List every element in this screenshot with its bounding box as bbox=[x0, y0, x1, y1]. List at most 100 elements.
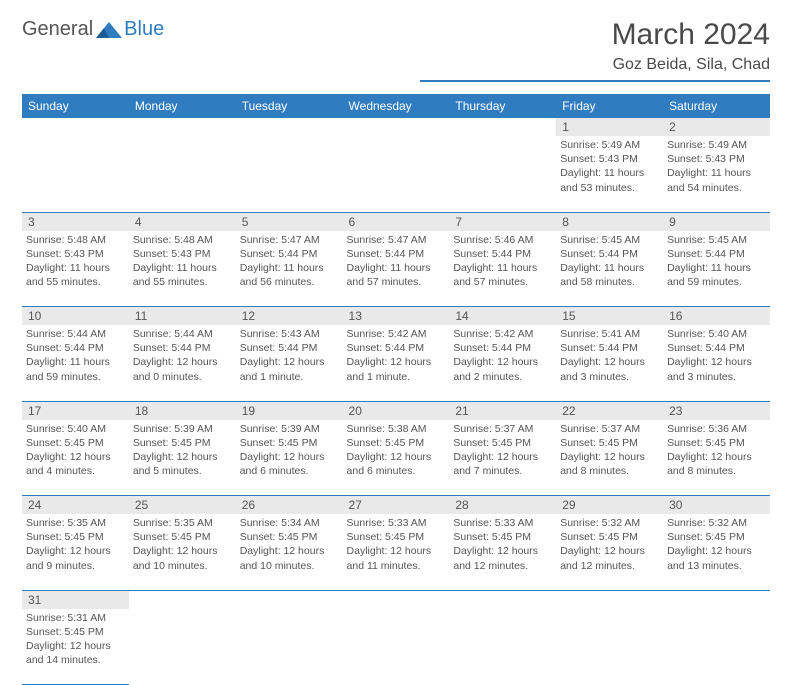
daylight-text: Daylight: 12 hours and 10 minutes. bbox=[240, 544, 339, 572]
sunrise-text: Sunrise: 5:41 AM bbox=[560, 327, 659, 341]
sunrise-text: Sunrise: 5:44 AM bbox=[26, 327, 125, 341]
daylight-text: Daylight: 11 hours and 57 minutes. bbox=[453, 261, 552, 289]
day-number-cell: 24 bbox=[22, 496, 129, 515]
daylight-text: Daylight: 12 hours and 6 minutes. bbox=[347, 450, 446, 478]
sunset-text: Sunset: 5:45 PM bbox=[667, 436, 766, 450]
logo: General Blue bbox=[22, 18, 164, 41]
daylight-text: Daylight: 11 hours and 56 minutes. bbox=[240, 261, 339, 289]
day-number-cell bbox=[22, 118, 129, 136]
day-content-cell: Sunrise: 5:44 AMSunset: 5:44 PMDaylight:… bbox=[129, 325, 236, 401]
day-number-cell bbox=[236, 590, 343, 609]
sunset-text: Sunset: 5:45 PM bbox=[453, 530, 552, 544]
sunset-text: Sunset: 5:43 PM bbox=[667, 152, 766, 166]
day-content-cell: Sunrise: 5:40 AMSunset: 5:45 PMDaylight:… bbox=[22, 420, 129, 496]
day-number-cell: 31 bbox=[22, 590, 129, 609]
location-text: Goz Beida, Sila, Chad bbox=[420, 56, 770, 82]
day-content-cell: Sunrise: 5:37 AMSunset: 5:45 PMDaylight:… bbox=[556, 420, 663, 496]
sunrise-text: Sunrise: 5:42 AM bbox=[347, 327, 446, 341]
day-number-cell: 3 bbox=[22, 212, 129, 231]
day-content-cell: Sunrise: 5:35 AMSunset: 5:45 PMDaylight:… bbox=[22, 514, 129, 590]
day-number-row: 17181920212223 bbox=[22, 401, 770, 420]
sunrise-text: Sunrise: 5:48 AM bbox=[26, 233, 125, 247]
day-number-cell: 22 bbox=[556, 401, 663, 420]
day-content-cell: Sunrise: 5:48 AMSunset: 5:43 PMDaylight:… bbox=[129, 231, 236, 307]
day-number-row: 24252627282930 bbox=[22, 496, 770, 515]
day-content-cell bbox=[22, 136, 129, 212]
daylight-text: Daylight: 12 hours and 11 minutes. bbox=[347, 544, 446, 572]
day-number-cell: 25 bbox=[129, 496, 236, 515]
day-content-cell: Sunrise: 5:38 AMSunset: 5:45 PMDaylight:… bbox=[343, 420, 450, 496]
day-content-cell: Sunrise: 5:33 AMSunset: 5:45 PMDaylight:… bbox=[449, 514, 556, 590]
day-content-row: Sunrise: 5:48 AMSunset: 5:43 PMDaylight:… bbox=[22, 231, 770, 307]
daylight-text: Daylight: 11 hours and 55 minutes. bbox=[26, 261, 125, 289]
sunrise-text: Sunrise: 5:31 AM bbox=[26, 611, 125, 625]
sunrise-text: Sunrise: 5:42 AM bbox=[453, 327, 552, 341]
daylight-text: Daylight: 11 hours and 58 minutes. bbox=[560, 261, 659, 289]
daylight-text: Daylight: 12 hours and 2 minutes. bbox=[453, 355, 552, 383]
sunset-text: Sunset: 5:45 PM bbox=[133, 436, 232, 450]
day-number-cell: 17 bbox=[22, 401, 129, 420]
day-content-cell: Sunrise: 5:44 AMSunset: 5:44 PMDaylight:… bbox=[22, 325, 129, 401]
day-number-cell: 23 bbox=[663, 401, 770, 420]
day-number-row: 31 bbox=[22, 590, 770, 609]
daylight-text: Daylight: 12 hours and 10 minutes. bbox=[133, 544, 232, 572]
weekday-header: Friday bbox=[556, 94, 663, 118]
day-content-cell bbox=[343, 136, 450, 212]
day-number-cell: 20 bbox=[343, 401, 450, 420]
calendar-body: 12Sunrise: 5:49 AMSunset: 5:43 PMDayligh… bbox=[22, 118, 770, 685]
day-number-cell bbox=[663, 590, 770, 609]
day-number-cell: 6 bbox=[343, 212, 450, 231]
sunset-text: Sunset: 5:44 PM bbox=[560, 341, 659, 355]
day-number-cell: 9 bbox=[663, 212, 770, 231]
weekday-header: Wednesday bbox=[343, 94, 450, 118]
sunrise-text: Sunrise: 5:35 AM bbox=[133, 516, 232, 530]
sunset-text: Sunset: 5:44 PM bbox=[453, 247, 552, 261]
day-number-row: 10111213141516 bbox=[22, 307, 770, 326]
daylight-text: Daylight: 12 hours and 5 minutes. bbox=[133, 450, 232, 478]
day-content-cell: Sunrise: 5:35 AMSunset: 5:45 PMDaylight:… bbox=[129, 514, 236, 590]
day-content-cell: Sunrise: 5:33 AMSunset: 5:45 PMDaylight:… bbox=[343, 514, 450, 590]
sunset-text: Sunset: 5:45 PM bbox=[453, 436, 552, 450]
day-content-cell: Sunrise: 5:39 AMSunset: 5:45 PMDaylight:… bbox=[129, 420, 236, 496]
sunset-text: Sunset: 5:44 PM bbox=[667, 341, 766, 355]
sunrise-text: Sunrise: 5:40 AM bbox=[667, 327, 766, 341]
sunset-text: Sunset: 5:43 PM bbox=[560, 152, 659, 166]
sunrise-text: Sunrise: 5:34 AM bbox=[240, 516, 339, 530]
day-number-cell: 13 bbox=[343, 307, 450, 326]
day-number-cell: 4 bbox=[129, 212, 236, 231]
daylight-text: Daylight: 11 hours and 57 minutes. bbox=[347, 261, 446, 289]
weekday-header: Monday bbox=[129, 94, 236, 118]
sunrise-text: Sunrise: 5:45 AM bbox=[667, 233, 766, 247]
sunset-text: Sunset: 5:45 PM bbox=[560, 530, 659, 544]
daylight-text: Daylight: 12 hours and 1 minute. bbox=[347, 355, 446, 383]
day-content-cell: Sunrise: 5:36 AMSunset: 5:45 PMDaylight:… bbox=[663, 420, 770, 496]
sunrise-text: Sunrise: 5:49 AM bbox=[667, 138, 766, 152]
daylight-text: Daylight: 12 hours and 0 minutes. bbox=[133, 355, 232, 383]
sunrise-text: Sunrise: 5:47 AM bbox=[347, 233, 446, 247]
daylight-text: Daylight: 12 hours and 3 minutes. bbox=[667, 355, 766, 383]
day-number-cell bbox=[556, 590, 663, 609]
day-content-cell bbox=[129, 609, 236, 685]
page-header: General Blue March 2024 Goz Beida, Sila,… bbox=[22, 18, 770, 82]
calendar-head: SundayMondayTuesdayWednesdayThursdayFrid… bbox=[22, 94, 770, 118]
day-number-cell: 30 bbox=[663, 496, 770, 515]
sunrise-text: Sunrise: 5:33 AM bbox=[453, 516, 552, 530]
daylight-text: Daylight: 12 hours and 4 minutes. bbox=[26, 450, 125, 478]
daylight-text: Daylight: 11 hours and 55 minutes. bbox=[133, 261, 232, 289]
day-content-cell bbox=[449, 136, 556, 212]
sunset-text: Sunset: 5:44 PM bbox=[240, 247, 339, 261]
sunset-text: Sunset: 5:44 PM bbox=[667, 247, 766, 261]
day-number-cell: 10 bbox=[22, 307, 129, 326]
day-content-cell: Sunrise: 5:37 AMSunset: 5:45 PMDaylight:… bbox=[449, 420, 556, 496]
sunset-text: Sunset: 5:45 PM bbox=[667, 530, 766, 544]
day-content-cell: Sunrise: 5:47 AMSunset: 5:44 PMDaylight:… bbox=[343, 231, 450, 307]
day-number-cell: 26 bbox=[236, 496, 343, 515]
day-content-cell bbox=[236, 609, 343, 685]
sunrise-text: Sunrise: 5:43 AM bbox=[240, 327, 339, 341]
day-content-cell: Sunrise: 5:45 AMSunset: 5:44 PMDaylight:… bbox=[663, 231, 770, 307]
day-content-cell: Sunrise: 5:42 AMSunset: 5:44 PMDaylight:… bbox=[343, 325, 450, 401]
daylight-text: Daylight: 12 hours and 8 minutes. bbox=[667, 450, 766, 478]
day-content-cell bbox=[449, 609, 556, 685]
day-number-cell: 16 bbox=[663, 307, 770, 326]
weekday-header: Saturday bbox=[663, 94, 770, 118]
